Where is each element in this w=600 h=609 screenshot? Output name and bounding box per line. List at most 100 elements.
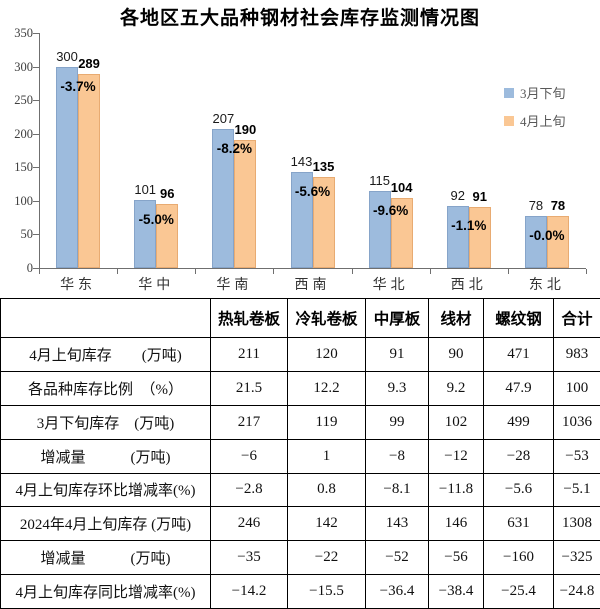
table-cell-r7-c2: −36.4: [365, 574, 429, 609]
bar-value-label-late-march-6: 78: [528, 197, 544, 213]
x-axis-category-label-2: 华南: [216, 278, 253, 293]
table-header-col-1: 热轧卷板: [210, 298, 288, 338]
table-cell-r6-c3: −56: [428, 540, 484, 576]
chart-legend: 3月下旬 4月上旬: [504, 83, 566, 139]
y-axis-tick-label: 300: [14, 59, 33, 74]
x-axis-category-label-5: 西北: [450, 278, 487, 293]
table-row-label-3: 增减量 (万吨): [0, 438, 211, 474]
x-axis-tick: [39, 269, 40, 274]
table-cell-r7-c4: −25.4: [483, 574, 554, 609]
bar-early-april-0: [78, 73, 101, 268]
chart-area: 各地区五大品种钢材社会库存监测情况图 0 50 100 150 200 250 300 350…: [0, 0, 600, 298]
bar-value-label-early-april-1: 96: [159, 185, 175, 201]
table-cell-r5-c3: 146: [428, 506, 484, 542]
table-cell-r1-c2: 9.3: [365, 370, 429, 406]
change-percent-label-6: -0.0%: [529, 227, 565, 243]
table-cell-r5-c1: 142: [287, 506, 366, 542]
table-cell-r3-c3: −12: [428, 438, 484, 474]
chart-title: 各地区五大品种钢材社会库存监测情况图: [119, 8, 480, 29]
table-cell-r6-c1: −22: [287, 540, 366, 576]
table-cell-r4-c4: −5.6: [483, 472, 554, 508]
y-axis-tick-label: 150: [14, 160, 33, 175]
table-cell-r4-c3: −11.8: [428, 472, 484, 508]
table-header-col-2: 冷轧卷板: [287, 298, 366, 338]
x-axis-tick: [507, 269, 509, 274]
table-cell-r0-c3: 90: [428, 337, 484, 372]
table-cell-r7-c0: −14.2: [210, 574, 288, 609]
y-axis-tick-label: 0: [26, 261, 33, 275]
table-header-col-4: 线材: [428, 298, 484, 338]
table-row-label-7: 4月上旬库存同比增减率(%): [0, 574, 211, 609]
bar-late-march-6: [524, 215, 547, 268]
table-cell-r0-c4: 471: [483, 337, 554, 372]
table-cell-r6-c5: −325: [553, 540, 600, 576]
bar-value-label-late-march-1: 101: [134, 182, 157, 198]
table-cell-r0-c5: 983: [553, 337, 600, 372]
bar-late-march-2: [212, 129, 235, 268]
table-cell-r1-c1: 12.2: [287, 370, 366, 406]
y-axis-tick: [33, 268, 39, 269]
table-header-empty: [0, 298, 211, 338]
x-axis-line: [39, 268, 586, 269]
table-cell-r5-c5: 1308: [553, 506, 600, 542]
table-cell-r7-c3: −38.4: [428, 574, 484, 609]
table-cell-r3-c1: 1: [287, 438, 366, 474]
table-cell-r3-c2: −8: [365, 438, 429, 474]
table-cell-r1-c3: 9.2: [428, 370, 484, 406]
change-percent-label-4: -9.6%: [373, 202, 409, 218]
table-cell-r6-c4: −160: [483, 540, 554, 576]
y-axis-tick: [33, 200, 39, 202]
table-row-5: 2024年4月上旬库存 (万吨) 246 142 143 146 631 1308: [0, 506, 600, 542]
legend-swatch-blue-icon: [504, 87, 514, 98]
y-axis-tick-label: 50: [20, 227, 34, 242]
bar-early-april-4: [390, 198, 413, 268]
bar-value-label-early-april-2: 190: [234, 122, 257, 138]
table-row-label-4: 4月上旬库存环比增减率(%): [0, 472, 211, 508]
legend-label-early-april: 4月上旬: [520, 114, 566, 129]
y-axis-tick: [33, 167, 39, 169]
table-cell-r3-c0: −6: [210, 438, 288, 474]
legend-item-late-march: 3月下旬: [504, 83, 566, 102]
bar-value-label-late-march-3: 143: [290, 153, 313, 169]
bar-value-label-late-march-4: 115: [369, 172, 390, 188]
y-axis-tick: [33, 234, 39, 236]
table-cell-r0-c2: 91: [365, 337, 429, 372]
x-axis-category-label-0: 华东: [60, 278, 97, 293]
bar-early-april-2: [234, 140, 257, 268]
table-cell-r5-c0: 246: [210, 506, 288, 542]
y-axis-tick: [33, 33, 39, 34]
y-axis-tick: [33, 100, 39, 102]
table-cell-r2-c1: 119: [287, 404, 366, 440]
change-percent-label-1: -5.0%: [138, 212, 174, 228]
x-axis-category-label-6: 东北: [528, 278, 565, 293]
x-axis-category-label-1: 华中: [138, 278, 175, 293]
table-header-row: 热轧卷板 冷轧卷板 中厚板 线材 螺纹钢 合计: [0, 298, 600, 338]
table-cell-r1-c5: 100: [553, 370, 600, 406]
table-cell-r6-c0: −35: [210, 540, 288, 576]
y-axis-tick: [33, 133, 39, 135]
table-cell-r3-c5: −53: [553, 438, 600, 474]
x-axis-tick: [351, 269, 353, 274]
table-cell-r4-c5: −5.1: [553, 472, 600, 508]
change-percent-label-5: -1.1%: [451, 218, 487, 234]
bar-late-march-4: [368, 190, 391, 268]
x-axis-tick: [429, 269, 431, 274]
table-row-4: 4月上旬库存环比增减率(%) −2.8 0.8 −8.1 −11.8 −5.6 −5.1: [0, 472, 600, 508]
bar-late-march-3: [290, 171, 313, 268]
inventory-table-container: 热轧卷板 冷轧卷板 中厚板 线材 螺纹钢 合计 4月上旬库存 (万吨) 211 120 91 90 4…: [0, 298, 600, 609]
bar-value-label-early-april-4: 104: [390, 180, 413, 196]
legend-swatch-orange-icon: [504, 115, 514, 126]
bar-value-label-early-april-0: 289: [78, 55, 100, 71]
table-cell-r4-c1: 0.8: [287, 472, 366, 508]
table-cell-r1-c0: 21.5: [210, 370, 288, 406]
table-cell-r7-c5: −24.8: [553, 574, 600, 609]
x-axis-category-label-3: 西南: [294, 278, 331, 293]
table-cell-r5-c2: 143: [365, 506, 429, 542]
y-axis-tick-label: 350: [14, 26, 33, 40]
table-cell-r5-c4: 631: [483, 506, 554, 542]
table-cell-r2-c4: 499: [483, 404, 554, 440]
legend-label-late-march: 3月下旬: [520, 86, 566, 101]
table-cell-r3-c4: −28: [483, 438, 554, 474]
bar-early-april-3: [312, 177, 335, 268]
bar-early-april-6: [546, 215, 569, 268]
